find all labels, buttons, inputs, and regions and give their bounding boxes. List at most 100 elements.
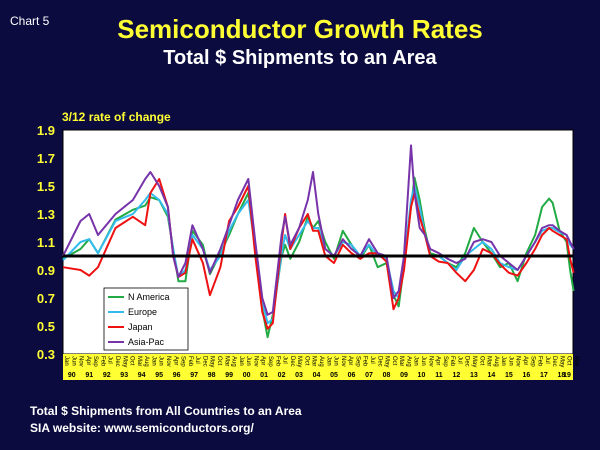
x-year-label: 94	[138, 372, 146, 379]
y-axis-ticks: 0.3 0.5 0.7 0.9 1.1 1.3 1.5 1.7 1.9	[37, 123, 55, 362]
legend-label: Europe	[128, 307, 157, 317]
x-year-label: 17	[540, 372, 548, 379]
x-year-label: 09	[400, 372, 408, 379]
y-tick-label: 0.3	[37, 347, 55, 362]
x-year-label: 15	[505, 372, 513, 379]
x-month-label: Mar	[486, 356, 492, 366]
x-year-label: 95	[155, 372, 163, 379]
x-month-label: Jun	[507, 356, 513, 366]
x-month-label: Feb	[274, 356, 280, 367]
x-year-label: 19	[563, 372, 571, 379]
x-month-label: Jan	[325, 356, 331, 366]
x-month-label: Nov	[515, 356, 521, 367]
y-tick-label: 1.7	[37, 151, 55, 166]
x-month-label: Jul	[107, 356, 113, 364]
x-month-label: Oct	[303, 356, 309, 366]
x-month-label: Dec	[464, 356, 470, 367]
x-month-label: Oct	[216, 356, 222, 366]
x-month-label: Feb	[362, 356, 368, 367]
x-year-label: 01	[260, 372, 268, 379]
x-month-label: Oct	[478, 356, 484, 366]
x-month-label: Oct	[129, 356, 135, 366]
x-month-label: Apr	[435, 356, 441, 365]
x-month-label: Aug	[143, 356, 149, 367]
x-month-label: Jun	[158, 356, 164, 366]
legend: N America Europe Japan Asia-Pac	[103, 287, 189, 351]
x-month-label: Mar	[223, 356, 229, 366]
x-month-label: Jul	[456, 356, 462, 364]
x-month-label: Apr	[85, 356, 91, 365]
chart-number: Chart 5	[10, 14, 50, 28]
x-month-label: Sep	[529, 356, 535, 367]
x-month-label: Apr	[260, 356, 266, 365]
x-month-label: Jan	[413, 356, 419, 366]
x-month-label: May	[471, 356, 477, 367]
x-axis-band	[63, 354, 573, 380]
x-year-label: 07	[365, 372, 373, 379]
y-tick-label: 1.3	[37, 207, 55, 222]
x-year-label: 18	[557, 372, 565, 379]
x-month-label: Feb	[187, 356, 193, 367]
x-month-label: Apr	[347, 356, 353, 365]
x-month-label: Jun	[420, 356, 426, 366]
x-axis-labels: Jan Jun Nov Apr Sep Feb Jul Dec May Oct Mar Aug Jan J…	[63, 356, 579, 379]
x-month-label: Jul	[544, 356, 550, 364]
x-month-label: Aug	[318, 356, 324, 367]
x-month-label: Feb	[99, 356, 105, 367]
x-year-label: 90	[68, 372, 76, 379]
x-year-label: 08	[383, 372, 391, 379]
x-year-label: 16	[522, 372, 530, 379]
x-month-label: Jun	[245, 356, 251, 366]
x-month-label: Mar	[311, 356, 317, 366]
x-month-label: May	[384, 356, 390, 367]
x-year-label: 03	[295, 372, 303, 379]
y-axis-label: 3/12 rate of change	[62, 110, 171, 124]
legend-label: Asia-Pac	[128, 337, 165, 347]
x-month-label: Dec	[551, 356, 557, 367]
legend-label: N America	[128, 292, 170, 302]
x-month-label: Nov	[165, 356, 171, 367]
x-month-label: Jan	[500, 356, 506, 366]
x-year-label: 92	[103, 372, 111, 379]
x-month-label: Jan	[150, 356, 156, 366]
y-tick-label: 1.9	[37, 123, 55, 138]
x-month-label: May	[296, 356, 302, 367]
y-tick-label: 1.1	[37, 235, 55, 250]
x-year-label: 05	[330, 372, 338, 379]
x-month-label: Feb	[537, 356, 543, 367]
x-month-label: May	[209, 356, 215, 367]
x-month-label: Sep	[180, 356, 186, 367]
x-month-label: Sep	[442, 356, 448, 367]
x-year-label: 13	[470, 372, 478, 379]
x-year-label: 99	[225, 372, 233, 379]
y-tick-label: 0.9	[37, 263, 55, 278]
x-month-label: Sep	[354, 356, 360, 367]
x-month-label: May	[121, 356, 127, 367]
x-month-label: Dec	[114, 356, 120, 367]
x-month-label: Feb	[449, 356, 455, 367]
x-month-label: Nov	[340, 356, 346, 367]
y-tick-label: 0.5	[37, 319, 55, 334]
x-month-label: Aug	[405, 356, 411, 367]
chart-title: Semiconductor Growth Rates	[117, 14, 483, 44]
x-month-label: Aug	[493, 356, 499, 367]
x-month-label: Dec	[289, 356, 295, 367]
legend-box	[103, 287, 189, 351]
x-year-label: 93	[120, 372, 128, 379]
x-year-label: 97	[190, 372, 198, 379]
footnote-source: Total $ Shipments from All Countries to …	[30, 404, 302, 418]
x-month-label: Jul	[369, 356, 375, 364]
x-month-label: Dec	[376, 356, 382, 367]
x-month-label: Jun	[333, 356, 339, 366]
x-month-label: Nov	[252, 356, 258, 367]
x-month-label: Nov	[427, 356, 433, 367]
x-month-label: Jan	[63, 356, 69, 366]
x-month-label: Apr	[522, 356, 528, 365]
x-year-label: 04	[313, 372, 321, 379]
x-month-label: Dec	[201, 356, 207, 367]
x-month-label: Oct	[566, 356, 572, 366]
x-month-label: Nov	[78, 356, 84, 367]
chart-subtitle: Total $ Shipments to an Area	[163, 47, 437, 69]
x-month-label: Sep	[267, 356, 273, 367]
